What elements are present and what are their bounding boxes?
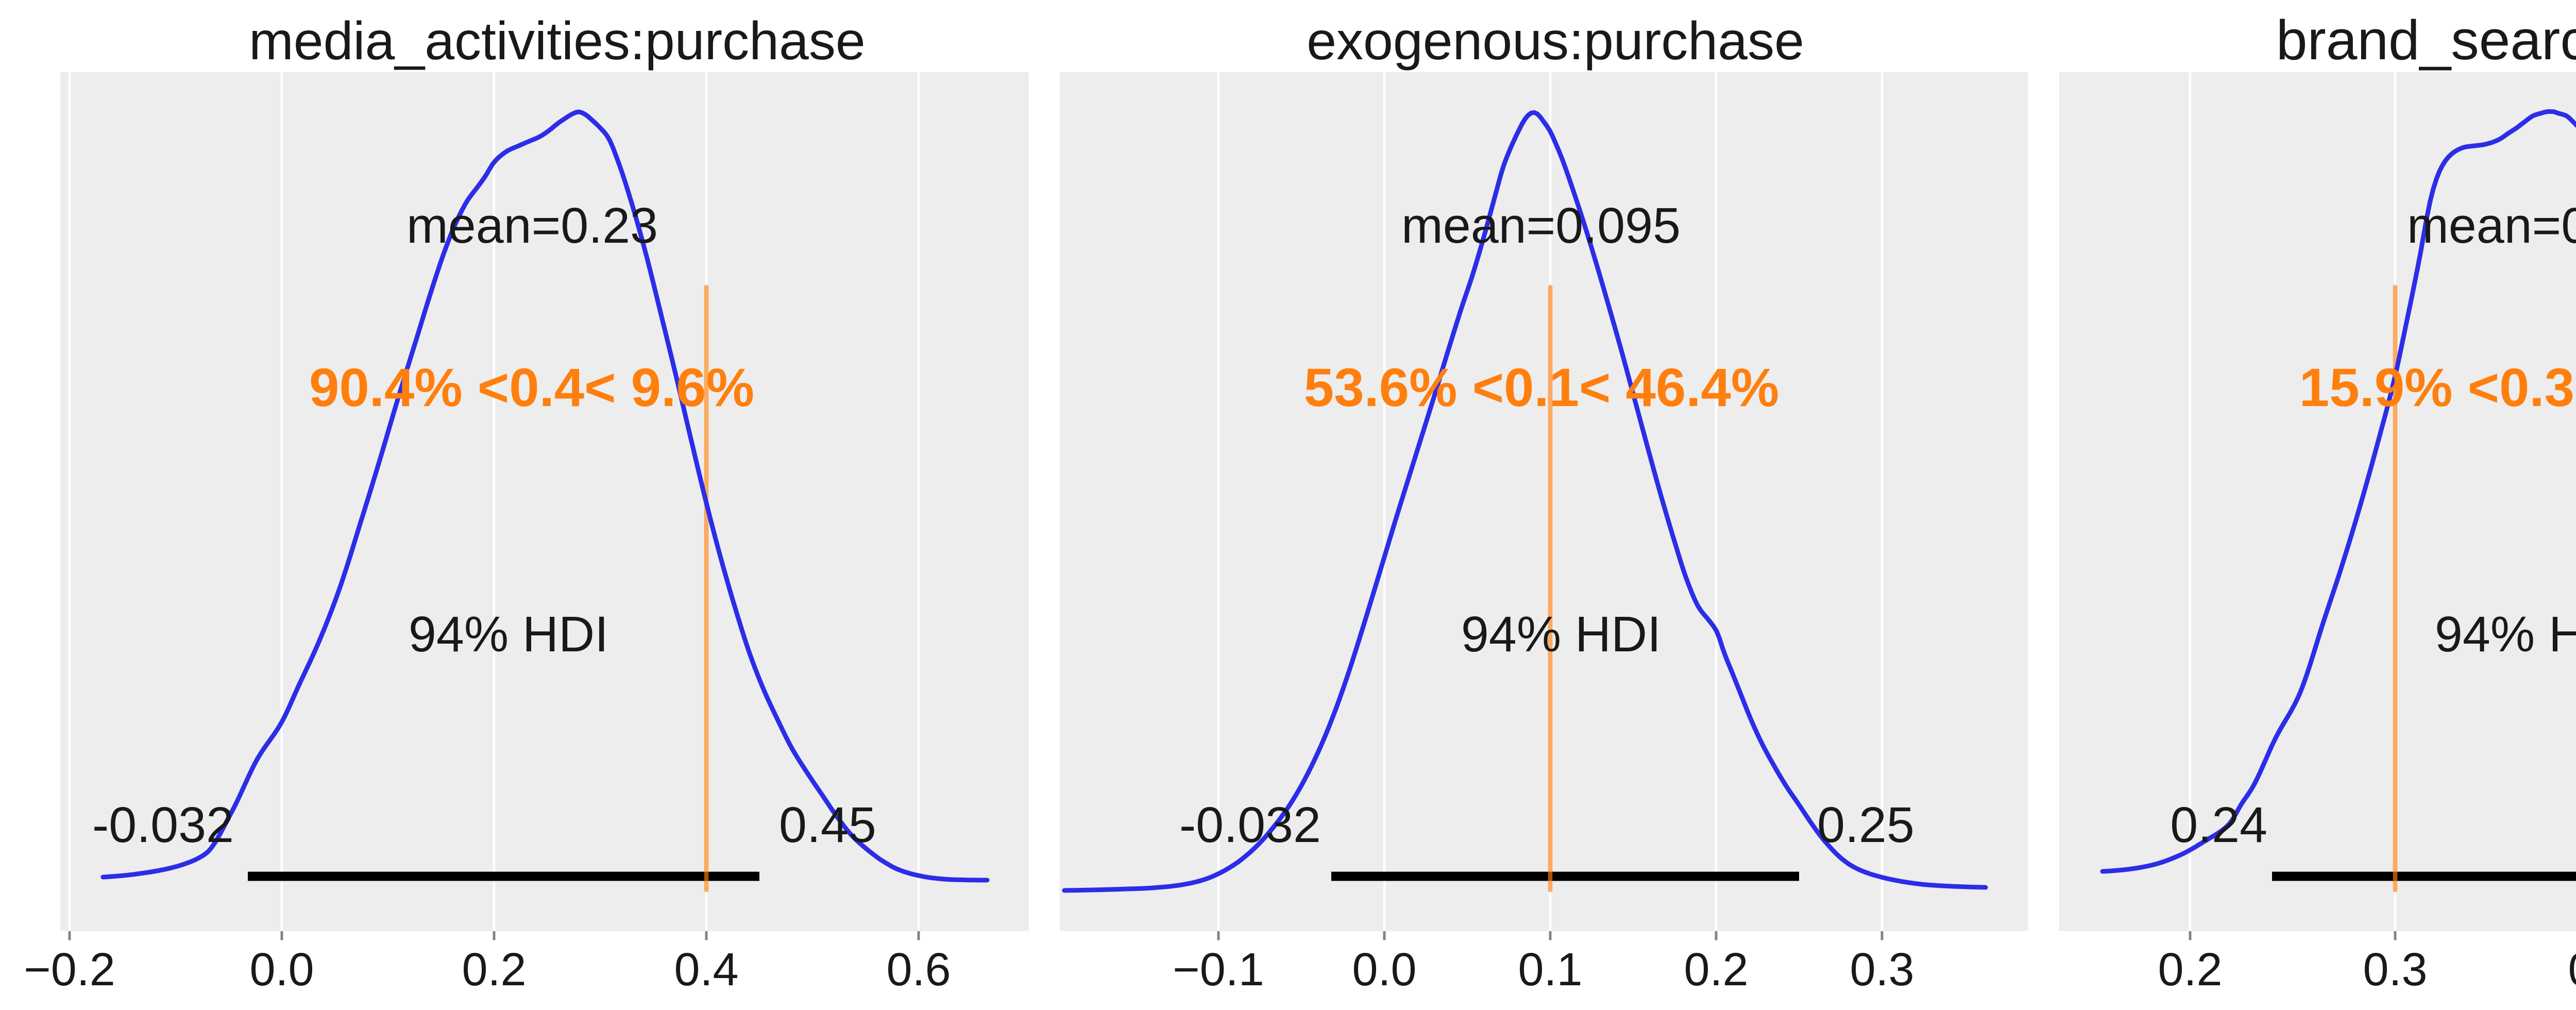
svg-text:53.6% <0.1< 46.4%: 53.6% <0.1< 46.4% xyxy=(1304,358,1779,418)
svg-text:brand_search:purchase: brand_search:purchase xyxy=(2276,9,2576,72)
svg-text:0.3: 0.3 xyxy=(2363,944,2427,996)
svg-text:exogenous:purchase: exogenous:purchase xyxy=(1307,11,1804,71)
svg-text:0.4: 0.4 xyxy=(674,944,738,996)
svg-text:94% HDI: 94% HDI xyxy=(1461,606,1661,662)
svg-text:0.2: 0.2 xyxy=(1684,944,1748,996)
svg-text:0.3: 0.3 xyxy=(1850,944,1914,996)
svg-text:94% HDI: 94% HDI xyxy=(409,606,608,662)
svg-text:0.6: 0.6 xyxy=(886,944,951,996)
svg-text:media_activities:purchase: media_activities:purchase xyxy=(249,11,866,71)
svg-text:94% HDI: 94% HDI xyxy=(2435,606,2576,662)
svg-text:0.0: 0.0 xyxy=(1352,944,1416,996)
svg-text:90.4% <0.4< 9.6%: 90.4% <0.4< 9.6% xyxy=(309,358,754,418)
svg-text:0.0: 0.0 xyxy=(249,944,314,996)
svg-text:mean=0.23: mean=0.23 xyxy=(406,197,658,254)
svg-text:0.1: 0.1 xyxy=(1518,944,1582,996)
svg-text:0.45: 0.45 xyxy=(779,797,876,853)
svg-text:-0.032: -0.032 xyxy=(1179,797,1321,853)
svg-text:0.2: 0.2 xyxy=(2158,944,2222,996)
svg-text:15.9% <0.3< 84.1%: 15.9% <0.3< 84.1% xyxy=(2299,358,2576,418)
svg-text:mean=0.36: mean=0.36 xyxy=(2407,197,2576,254)
svg-text:0.25: 0.25 xyxy=(1817,797,1914,853)
svg-text:0.4: 0.4 xyxy=(2568,944,2576,996)
svg-text:−0.1: −0.1 xyxy=(1173,944,1264,996)
svg-text:-0.032: -0.032 xyxy=(92,797,234,853)
svg-text:0.2: 0.2 xyxy=(462,944,526,996)
svg-text:−0.2: −0.2 xyxy=(24,944,115,996)
svg-text:mean=0.095: mean=0.095 xyxy=(1401,197,1681,254)
svg-text:0.24: 0.24 xyxy=(2170,797,2267,853)
